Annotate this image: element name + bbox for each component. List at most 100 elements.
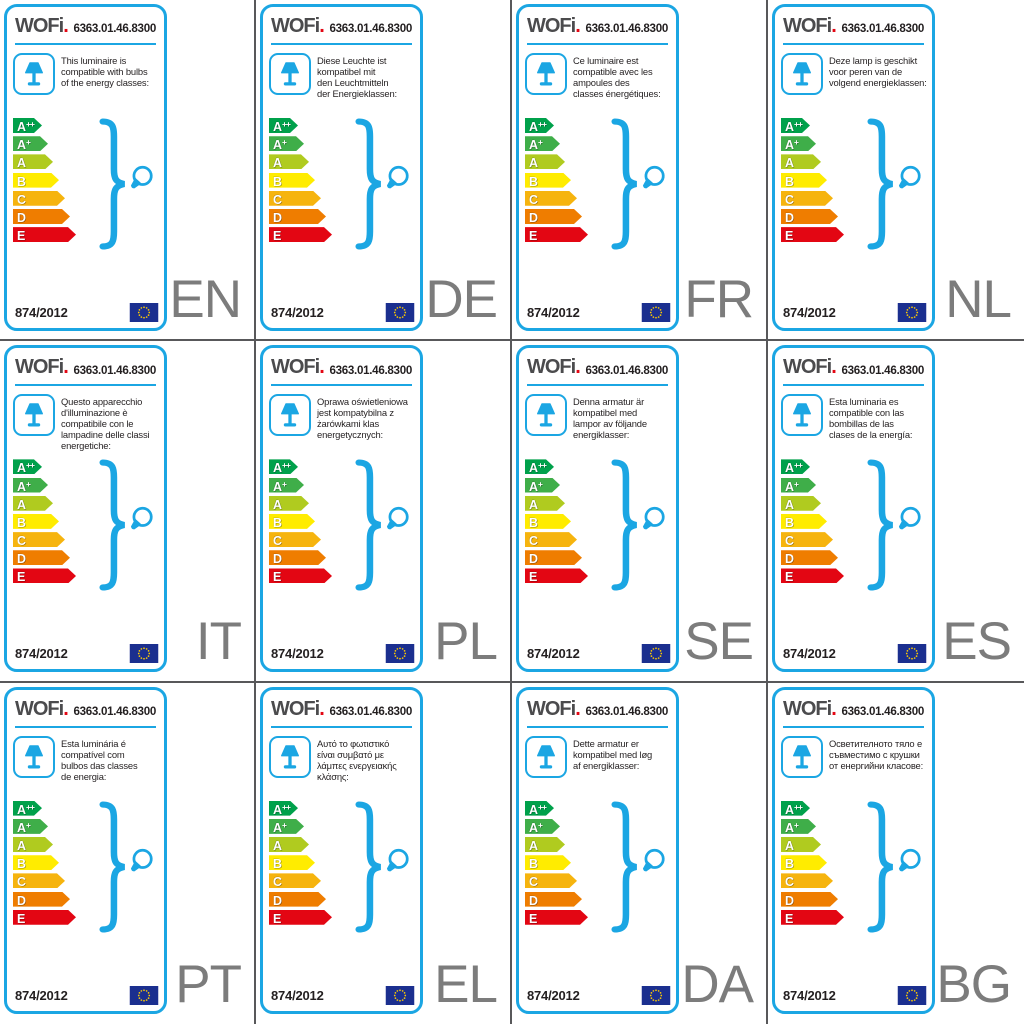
brand-dot: . bbox=[831, 356, 836, 379]
curly-brace-icon bbox=[611, 801, 638, 933]
brand-dot: . bbox=[575, 15, 580, 37]
wofi-logo: WOFi. bbox=[271, 16, 325, 36]
energy-class-letter: A bbox=[17, 461, 27, 476]
card-footer: 874/2012 bbox=[15, 303, 159, 322]
brand-dot: . bbox=[63, 697, 68, 720]
energy-class-sup: ++ bbox=[538, 460, 546, 471]
energy-class-letter: C bbox=[273, 875, 283, 890]
energy-class-letter: A bbox=[17, 120, 27, 134]
energy-class-arrow: B bbox=[525, 514, 571, 529]
energy-class-arrow: A++ bbox=[13, 118, 42, 133]
energy-class-letter: D bbox=[529, 210, 539, 225]
energy-class-letter: B bbox=[17, 857, 27, 872]
energy-class-letter: A bbox=[529, 479, 539, 494]
energy-class-arrow: D bbox=[525, 209, 582, 224]
energy-class-arrow: B bbox=[525, 173, 571, 188]
energy-label-card: WOFi. 6363.01.46.8300 Questo apparecchio… bbox=[4, 345, 167, 673]
light-bulb-icon bbox=[386, 507, 409, 530]
header-divider bbox=[783, 384, 924, 387]
light-bulb-icon bbox=[642, 165, 665, 189]
light-bulb-icon bbox=[386, 165, 409, 189]
card-footer: 874/2012 bbox=[271, 303, 415, 322]
card-header: WOFi. 6363.01.46.8300 bbox=[263, 7, 420, 36]
compatibility-text: Ce luminaire est compatible avec les amp… bbox=[573, 55, 661, 99]
energy-label-card: WOFi. 6363.01.46.8300 Осветителното тяло… bbox=[772, 686, 935, 1014]
energy-class-arrow: D bbox=[269, 892, 326, 907]
energy-class-letter: C bbox=[273, 534, 283, 549]
energy-class-sup: ++ bbox=[538, 119, 546, 129]
energy-class-letter: B bbox=[529, 857, 539, 872]
energy-class-arrow: A bbox=[269, 837, 309, 852]
card-header: WOFi. 6363.01.46.8300 bbox=[519, 690, 676, 719]
language-code: EL bbox=[434, 955, 498, 1014]
eu-flag-icon bbox=[897, 985, 927, 1005]
energy-class-letter: E bbox=[273, 911, 282, 926]
brand-text: WOFi bbox=[783, 356, 832, 379]
table-lamp-icon bbox=[525, 394, 567, 437]
eu-flag-icon bbox=[129, 303, 159, 322]
info-row: Esta luminaria es compatible con las bom… bbox=[775, 386, 932, 440]
curly-brace-icon bbox=[99, 118, 126, 250]
energy-label-card: WOFi. 6363.01.46.8300 Dette armatur er k… bbox=[516, 686, 679, 1014]
energy-class-arrow: D bbox=[13, 892, 70, 907]
energy-class-arrow: A++ bbox=[269, 118, 298, 133]
model-number: 6363.01.46.8300 bbox=[585, 363, 668, 377]
energy-class-sup: ++ bbox=[538, 801, 546, 812]
energy-class-letter: A bbox=[529, 156, 539, 171]
card-footer: 874/2012 bbox=[783, 985, 927, 1005]
energy-class-arrow: E bbox=[269, 568, 332, 583]
info-row: Αυτό το φωτιστικό είναι συμβατό με λάμπε… bbox=[263, 728, 420, 782]
energy-class-letter: A bbox=[529, 461, 539, 476]
energy-class-sup: + bbox=[282, 819, 286, 830]
energy-label-card: WOFi. 6363.01.46.8300 Diese Leuchte ist … bbox=[260, 4, 423, 331]
energy-label-card: WOFi. 6363.01.46.8300 Ce luminaire est c… bbox=[516, 4, 679, 331]
energy-class-scale: A++ A+ A B C D E bbox=[525, 801, 673, 933]
compatibility-text: Осветителното тяло е съвместимо с крушки… bbox=[829, 737, 924, 771]
energy-class-letter: E bbox=[785, 229, 794, 244]
energy-class-sup: + bbox=[538, 478, 542, 489]
eu-flag-icon bbox=[897, 644, 927, 664]
curly-brace-icon bbox=[611, 118, 638, 250]
header-divider bbox=[527, 384, 668, 387]
energy-class-letter: A bbox=[529, 802, 539, 817]
energy-class-sup: ++ bbox=[794, 460, 802, 471]
header-divider bbox=[15, 384, 156, 387]
energy-class-sup: ++ bbox=[282, 801, 290, 812]
energy-class-letter: A bbox=[529, 138, 539, 153]
energy-label-card: WOFi. 6363.01.46.8300 This luminaire is … bbox=[4, 4, 167, 331]
compatibility-text: This luminaire is compatible with bulbs … bbox=[61, 55, 149, 88]
energy-class-arrow: C bbox=[13, 873, 65, 888]
energy-class-arrow: D bbox=[269, 209, 326, 224]
energy-class-sup: + bbox=[794, 478, 798, 489]
energy-class-letter: A bbox=[529, 839, 539, 854]
brand-dot: . bbox=[831, 697, 836, 720]
table-lamp-icon bbox=[13, 394, 55, 437]
label-cell: WOFi. 6363.01.46.8300 Αυτό το φωτιστικό … bbox=[256, 682, 512, 1024]
model-number: 6363.01.46.8300 bbox=[73, 705, 156, 719]
energy-class-scale: A++ A+ A B C D E bbox=[781, 801, 929, 933]
energy-class-arrow: B bbox=[525, 855, 571, 870]
energy-class-letter: B bbox=[785, 857, 795, 872]
energy-class-arrow: E bbox=[781, 568, 844, 583]
energy-class-arrow: E bbox=[525, 227, 588, 242]
energy-class-scale: A++ A+ A B C D E bbox=[781, 118, 929, 250]
regulation-number: 874/2012 bbox=[783, 987, 836, 1003]
wofi-logo: WOFi. bbox=[783, 16, 837, 36]
label-cell: WOFi. 6363.01.46.8300 Deze lamp is gesch… bbox=[768, 0, 1024, 342]
energy-class-letter: A bbox=[17, 156, 27, 171]
energy-class-sup: + bbox=[282, 478, 286, 489]
table-lamp-icon bbox=[269, 394, 311, 437]
light-bulb-icon bbox=[898, 848, 921, 872]
compatibility-text: Denna armatur är kompatibel med lampor a… bbox=[573, 396, 647, 441]
energy-class-letter: E bbox=[529, 570, 538, 585]
energy-class-scale: A++ A+ A B C D E bbox=[269, 459, 417, 591]
energy-class-arrow: D bbox=[13, 550, 70, 565]
energy-class-arrow: A bbox=[13, 837, 53, 852]
energy-label-card: WOFi. 6363.01.46.8300 Denna armatur är k… bbox=[516, 345, 679, 673]
compatibility-text: Diese Leuchte ist kompatibel mit den Leu… bbox=[317, 55, 398, 99]
model-number: 6363.01.46.8300 bbox=[329, 22, 412, 36]
brand-text: WOFi bbox=[527, 15, 576, 37]
brand-dot: . bbox=[575, 697, 580, 720]
brand-text: WOFi bbox=[271, 356, 320, 379]
